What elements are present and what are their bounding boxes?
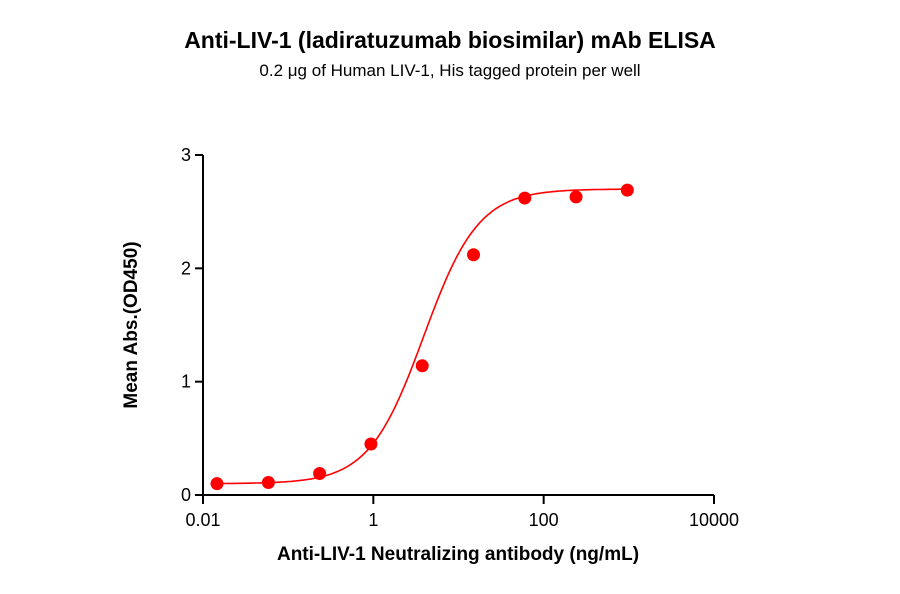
chart-title: Anti-LIV-1 (ladiratuzumab biosimilar) mA… [184, 27, 716, 53]
data-point [415, 359, 429, 373]
y-tick-label: 0 [181, 485, 191, 505]
y-tick-label: 1 [181, 372, 191, 392]
axes: 0 1 2 3 0.01 1 100 10000 [181, 145, 739, 530]
data-point [518, 191, 532, 205]
data-point [313, 466, 327, 480]
y-tick-label: 3 [181, 145, 191, 165]
data-point [569, 190, 583, 204]
y-tick-label: 2 [181, 258, 191, 278]
chart-subtitle: 0.2 μg of Human LIV-1, His tagged protei… [259, 61, 641, 80]
x-tick-label: 0.01 [185, 510, 220, 530]
data-point [466, 248, 480, 262]
x-tick-label: 100 [529, 510, 559, 530]
data-point [620, 183, 634, 197]
x-tick-label: 1 [368, 510, 378, 530]
x-axis-label: Anti-LIV-1 Neutralizing antibody (ng/mL) [276, 544, 640, 565]
data-point [261, 476, 275, 490]
data-point [210, 477, 224, 491]
x-tick-label: 10000 [689, 510, 739, 530]
data-point [364, 437, 378, 451]
fit-curve [217, 188, 628, 485]
data-points [210, 183, 634, 491]
